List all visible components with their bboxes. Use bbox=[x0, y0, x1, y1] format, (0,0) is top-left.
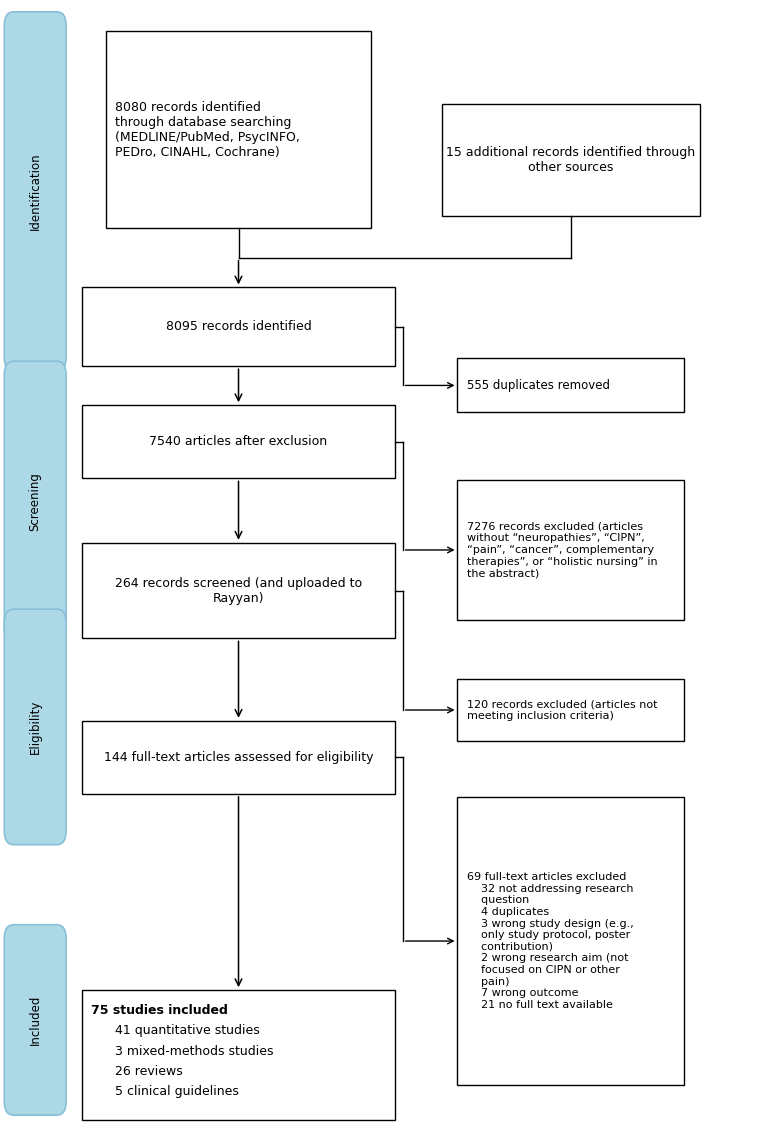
Text: 7276 records excluded (articles
without “neuropathies”, “CIPN”,
“pain”, “cancer”: 7276 records excluded (articles without … bbox=[467, 522, 658, 578]
FancyBboxPatch shape bbox=[457, 480, 684, 620]
Text: 264 records screened (and uploaded to
Rayyan): 264 records screened (and uploaded to Ra… bbox=[115, 577, 362, 604]
FancyBboxPatch shape bbox=[106, 30, 371, 228]
Text: Screening: Screening bbox=[29, 472, 41, 531]
Text: 41 quantitative studies: 41 quantitative studies bbox=[91, 1024, 260, 1038]
Text: Included: Included bbox=[29, 995, 41, 1045]
Text: 75 studies included: 75 studies included bbox=[91, 1004, 228, 1018]
FancyBboxPatch shape bbox=[4, 361, 66, 641]
FancyBboxPatch shape bbox=[82, 721, 395, 793]
Text: 120 records excluded (articles not
meeting inclusion criteria): 120 records excluded (articles not meeti… bbox=[467, 699, 658, 721]
Text: 8095 records identified: 8095 records identified bbox=[166, 320, 311, 334]
FancyBboxPatch shape bbox=[82, 287, 395, 366]
Text: 26 reviews: 26 reviews bbox=[91, 1065, 183, 1079]
Text: Eligibility: Eligibility bbox=[29, 700, 41, 754]
Text: 7540 articles after exclusion: 7540 articles after exclusion bbox=[149, 435, 328, 449]
FancyBboxPatch shape bbox=[82, 405, 395, 478]
FancyBboxPatch shape bbox=[82, 991, 395, 1120]
FancyBboxPatch shape bbox=[457, 678, 684, 742]
FancyBboxPatch shape bbox=[4, 11, 66, 372]
Text: 555 duplicates removed: 555 duplicates removed bbox=[467, 379, 610, 392]
FancyBboxPatch shape bbox=[457, 798, 684, 1084]
Text: 69 full-text articles excluded
    32 not addressing research
    question
    4: 69 full-text articles excluded 32 not ad… bbox=[467, 872, 633, 1010]
Text: 5 clinical guidelines: 5 clinical guidelines bbox=[91, 1085, 239, 1099]
FancyBboxPatch shape bbox=[4, 610, 66, 845]
FancyBboxPatch shape bbox=[442, 104, 700, 216]
Text: 8080 records identified
through database searching
(MEDLINE/PubMed, PsycINFO,
PE: 8080 records identified through database… bbox=[115, 100, 300, 159]
Text: Identification: Identification bbox=[29, 153, 41, 230]
FancyBboxPatch shape bbox=[82, 543, 395, 638]
Text: 144 full-text articles assessed for eligibility: 144 full-text articles assessed for elig… bbox=[104, 751, 373, 764]
FancyBboxPatch shape bbox=[457, 358, 684, 412]
Text: 3 mixed-methods studies: 3 mixed-methods studies bbox=[91, 1045, 274, 1058]
FancyBboxPatch shape bbox=[4, 924, 66, 1116]
Text: 15 additional records identified through
other sources: 15 additional records identified through… bbox=[447, 147, 695, 174]
